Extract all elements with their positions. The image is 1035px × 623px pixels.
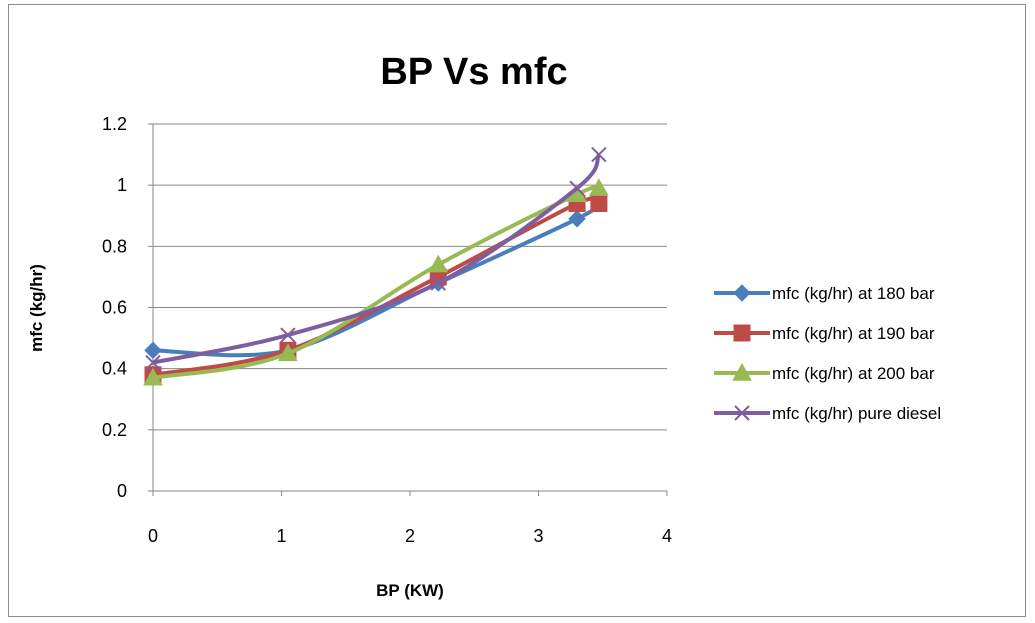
series-layer [143,146,609,386]
y-tick-label: 1.2 [102,114,127,134]
y-tick-label: 0.2 [102,420,127,440]
data-point [145,354,161,371]
y-tick-label: 1 [117,175,127,195]
x-tick-label: 0 [148,526,158,546]
legend-item: mfc (kg/hr) at 180 bar [714,284,935,303]
x-tick-label: 1 [276,526,286,546]
series-line [152,153,601,365]
legend-marker [732,362,752,381]
legend-marker [733,284,751,302]
chart-title: BP Vs mfc [380,51,567,93]
data-point [280,327,296,343]
data-point [144,341,162,360]
legend-label: mfc (kg/hr) at 190 bar [772,324,935,343]
data-point [590,195,608,213]
legend-label: mfc (kg/hr) pure diesel [772,404,941,423]
x-tick-label: 4 [662,526,672,546]
legend-marker [733,324,751,342]
legend-label: mfc (kg/hr) at 180 bar [772,284,935,303]
legend-item: mfc (kg/hr) at 190 bar [714,324,935,343]
x-axis-title: BP (KW) [376,581,444,600]
x-tick-label: 3 [533,526,543,546]
y-axis-title: mfc (kg/hr) [27,264,46,352]
gridlines [153,123,667,431]
x-tick-label: 2 [405,526,415,546]
y-tick-label: 0.4 [102,359,127,379]
y-tick-label: 0.8 [102,236,127,256]
data-point [569,180,585,196]
data-point [278,343,298,362]
series-3 [143,178,609,386]
data-point [430,275,446,291]
series-4 [145,146,607,371]
y-tick-label: 0 [117,481,127,501]
data-point [568,210,586,228]
legend: mfc (kg/hr) at 180 bar mfc (kg/hr) at 190… [714,284,941,423]
chart-area [8,4,1026,617]
y-tick-label: 0.6 [102,298,127,318]
legend-item: mfc (kg/hr) at 200 bar [714,362,935,383]
data-point [589,178,609,196]
data-point [428,254,449,273]
data-point [143,367,163,386]
data-point [591,146,607,163]
legend-marker [734,405,750,421]
legend-label: mfc (kg/hr) at 200 bar [772,364,935,383]
legend-item: mfc (kg/hr) pure diesel [714,404,941,423]
tick-labels: 0 0.2 0.4 0.6 0.8 1 1.2 0 1 2 3 4 [102,114,672,546]
